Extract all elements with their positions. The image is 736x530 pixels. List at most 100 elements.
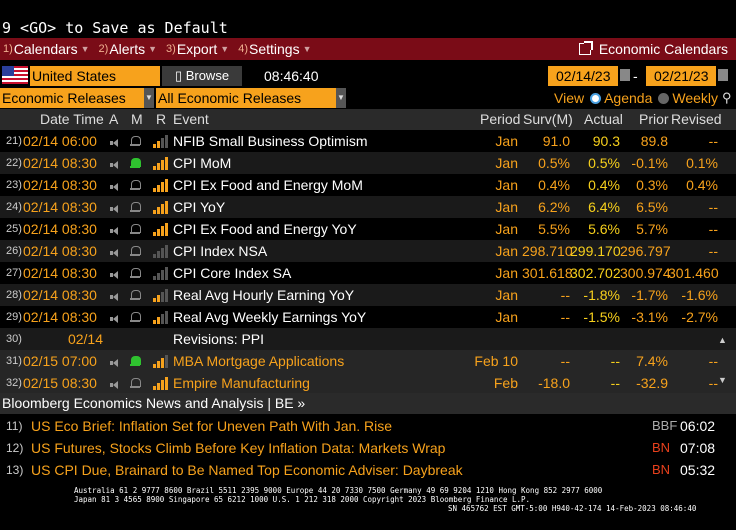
table-row[interactable]: 25) 02/14 08:30 CPI Ex Food and Energy YoY… [0, 218, 736, 240]
bell-icon[interactable] [130, 268, 141, 279]
command-line[interactable]: 9 <GO> to Save as Default [2, 19, 228, 37]
date-to-field[interactable]: 02/21/23 [646, 66, 716, 86]
speaker-icon[interactable] [110, 315, 119, 323]
header-event[interactable]: Event [173, 111, 209, 127]
table-row[interactable]: 29) 02/14 08:30 Real Avg Weekly Earnings Y… [0, 306, 736, 328]
speaker-icon[interactable] [110, 183, 119, 191]
header-surv[interactable]: Surv(M) [523, 111, 573, 127]
table-row[interactable]: 24) 02/14 08:30 CPI YoY Jan 6.2% 6.4% 6.5% -- [0, 196, 736, 218]
monitor-cell[interactable] [130, 372, 144, 394]
row-event[interactable]: CPI MoM [173, 155, 232, 171]
category-select[interactable]: Economic Releases ▼ [0, 88, 154, 108]
monitor-cell[interactable] [130, 240, 144, 262]
subcategory-select[interactable]: All Economic Releases ▼ [156, 88, 346, 108]
row-event[interactable]: CPI Index NSA [173, 243, 268, 259]
country-field[interactable]: United States [30, 66, 160, 86]
table-row[interactable]: 27) 02/14 08:30 CPI Core Index SA Jan 301.61… [0, 262, 736, 284]
header-m[interactable]: M [131, 111, 143, 127]
speaker-icon[interactable] [110, 359, 119, 367]
speaker-icon[interactable] [110, 139, 119, 147]
news-item[interactable]: 11) US Eco Brief: Inflation Set for Uneve… [0, 415, 736, 437]
table-row[interactable]: 26) 02/14 08:30 CPI Index NSA Jan 298.710 299… [0, 240, 736, 262]
menu-settings[interactable]: 4) Settings ▼ [235, 38, 317, 60]
speaker-icon[interactable] [110, 205, 119, 213]
news-item[interactable]: 12) US Futures, Stocks Climb Before Key I… [0, 437, 736, 459]
menu-calendars[interactable]: 1) Calendars ▼ [0, 38, 96, 60]
row-event[interactable]: CPI Ex Food and Energy MoM [173, 177, 363, 193]
header-period[interactable]: Period [480, 111, 521, 127]
alert-cell[interactable] [110, 262, 120, 284]
row-event[interactable]: NFIB Small Business Optimism [173, 133, 368, 149]
alert-cell[interactable] [110, 240, 120, 262]
row-event[interactable]: Revisions: PPI [173, 331, 265, 347]
table-row[interactable]: 30) 02/14 Revisions: PPI [0, 328, 736, 350]
speaker-icon[interactable] [110, 249, 119, 257]
agenda-label[interactable]: Agenda [604, 90, 653, 106]
monitor-cell[interactable] [130, 306, 144, 328]
monitor-cell[interactable] [130, 262, 144, 284]
row-event[interactable]: Real Avg Weekly Earnings YoY [173, 309, 367, 325]
news-item[interactable]: 13) US CPI Due, Brainard to Be Named Top … [0, 459, 736, 481]
alert-cell[interactable] [110, 372, 120, 394]
header-datetime[interactable]: Date Time [40, 111, 104, 127]
menu-export[interactable]: 3) Export ▼ [163, 38, 235, 60]
table-row[interactable]: 31) 02/15 07:00 MBA Mortgage Applications F… [0, 350, 736, 372]
header-a[interactable]: A [109, 111, 119, 127]
weekly-label[interactable]: Weekly [672, 90, 719, 106]
table-row[interactable]: 22) 02/14 08:30 CPI MoM Jan 0.5% 0.5% -0.1% 0.1… [0, 152, 736, 174]
header-r[interactable]: R [156, 111, 167, 127]
table-row[interactable]: 28) 02/14 08:30 Real Avg Hourly Earning Yo… [0, 284, 736, 306]
speaker-icon[interactable] [110, 381, 119, 389]
speaker-icon[interactable] [110, 293, 119, 301]
speaker-icon[interactable] [110, 227, 119, 235]
speaker-icon[interactable] [110, 161, 119, 169]
pin-icon[interactable]: ⚲ [722, 90, 732, 105]
bell-icon[interactable] [130, 202, 141, 213]
monitor-cell[interactable] [130, 218, 144, 240]
monitor-cell[interactable] [130, 130, 144, 152]
agenda-radio[interactable] [590, 92, 602, 104]
bell-icon[interactable] [130, 290, 141, 301]
monitor-cell[interactable] [130, 350, 144, 372]
monitor-cell[interactable] [130, 174, 144, 196]
bell-icon[interactable] [130, 378, 141, 389]
row-event[interactable]: CPI YoY [173, 199, 226, 215]
alert-cell[interactable] [110, 218, 120, 240]
news-header[interactable]: Bloomberg Economics News and Analysis | … [0, 393, 736, 414]
table-row[interactable]: 23) 02/14 08:30 CPI Ex Food and Energy MoM… [0, 174, 736, 196]
bell-icon[interactable] [130, 180, 141, 191]
alert-cell[interactable] [110, 152, 120, 174]
alert-cell[interactable] [110, 174, 120, 196]
row-event[interactable]: CPI Core Index SA [173, 265, 292, 281]
weekly-radio[interactable] [658, 92, 670, 104]
row-event[interactable]: CPI Ex Food and Energy YoY [173, 221, 357, 237]
speaker-icon[interactable] [110, 271, 119, 279]
bell-icon[interactable] [130, 356, 141, 367]
header-revised[interactable]: Revised [671, 111, 722, 127]
bell-icon[interactable] [130, 312, 141, 323]
menu-alerts[interactable]: 2) Alerts ▼ [96, 38, 164, 60]
table-row[interactable]: 32) 02/15 08:30 Empire Manufacturing Feb -18… [0, 372, 736, 394]
row-event[interactable]: Real Avg Hourly Earning YoY [173, 287, 355, 303]
alert-cell[interactable] [110, 196, 120, 218]
calendar-icon[interactable] [718, 69, 728, 81]
monitor-cell[interactable] [130, 152, 144, 174]
row-event[interactable]: MBA Mortgage Applications [173, 353, 345, 369]
alert-cell[interactable] [110, 284, 120, 306]
header-prior[interactable]: Prior [639, 111, 669, 127]
date-from-field[interactable]: 02/14/23 [548, 66, 618, 86]
alert-cell[interactable] [110, 350, 120, 372]
economic-calendars-link[interactable]: Economic Calendars [578, 41, 736, 57]
row-event[interactable]: Empire Manufacturing [173, 375, 310, 391]
header-actual[interactable]: Actual [584, 111, 623, 127]
browse-button[interactable]: ▯ Browse [162, 66, 242, 86]
bell-icon[interactable] [130, 136, 141, 147]
bell-icon[interactable] [130, 158, 141, 169]
bell-icon[interactable] [130, 246, 141, 257]
calendar-icon[interactable] [620, 69, 630, 81]
alert-cell[interactable] [110, 306, 120, 328]
alert-cell[interactable] [110, 130, 120, 152]
table-row[interactable]: 21) 02/14 06:00 NFIB Small Business Optimi… [0, 130, 736, 152]
scroll-up-icon[interactable]: ▲ [718, 335, 727, 345]
monitor-cell[interactable] [130, 196, 144, 218]
